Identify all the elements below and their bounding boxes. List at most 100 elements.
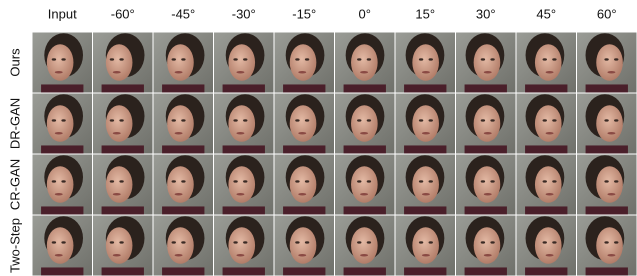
face: [290, 105, 317, 142]
mouth: [484, 71, 492, 73]
face-image: [456, 155, 516, 215]
mouth: [546, 254, 554, 256]
shoulders: [162, 84, 204, 92]
shoulders: [344, 267, 386, 275]
face: [47, 227, 74, 264]
row-label: DR-GAN: [7, 98, 22, 149]
shoulders: [223, 267, 265, 275]
shoulders: [162, 267, 204, 275]
face-image: [577, 155, 637, 215]
mouth: [484, 132, 492, 134]
eye: [181, 119, 185, 121]
mouth: [175, 71, 183, 73]
eye: [357, 58, 361, 60]
eye: [357, 241, 361, 243]
mouth: [236, 132, 244, 134]
eye: [305, 241, 309, 243]
face: [290, 166, 317, 203]
eye: [614, 119, 618, 121]
face-image: [577, 94, 637, 154]
eye: [110, 119, 114, 121]
mouth: [175, 193, 183, 195]
mouth: [55, 71, 63, 73]
eye: [429, 58, 433, 60]
eye: [419, 180, 423, 182]
mouth: [113, 132, 121, 134]
eye: [243, 119, 247, 121]
eye: [110, 241, 114, 243]
shoulders: [404, 84, 446, 92]
mouth: [175, 132, 183, 134]
face: [474, 44, 501, 81]
eye: [490, 119, 494, 121]
face-image: [456, 33, 516, 93]
face: [535, 166, 562, 203]
shoulders: [404, 145, 446, 153]
eye: [419, 58, 423, 60]
face-image: [335, 33, 395, 93]
eye: [543, 119, 547, 121]
shoulders: [404, 206, 446, 214]
column-header: -15°: [292, 6, 316, 21]
face-image: [517, 33, 577, 93]
face-image: [93, 216, 153, 276]
face: [535, 44, 562, 81]
face: [228, 105, 255, 142]
eye: [367, 180, 371, 182]
shoulders: [102, 206, 144, 214]
face: [474, 166, 501, 203]
mouth: [175, 254, 183, 256]
eye: [52, 180, 56, 182]
shoulders: [344, 145, 386, 153]
face-image: [275, 94, 335, 154]
eye: [61, 241, 65, 243]
face: [106, 105, 133, 142]
eye: [172, 180, 176, 182]
mouth: [298, 71, 306, 73]
eye: [543, 180, 547, 182]
shoulders: [283, 84, 325, 92]
face-image: [154, 155, 214, 215]
eye: [119, 58, 123, 60]
eye: [543, 58, 547, 60]
eye: [172, 241, 176, 243]
eye: [110, 58, 114, 60]
face: [228, 227, 255, 264]
eye: [305, 119, 309, 121]
face-image: [396, 33, 456, 93]
face: [228, 166, 255, 203]
shoulders: [162, 145, 204, 153]
eye: [490, 241, 494, 243]
mouth: [298, 193, 306, 195]
eye: [604, 119, 608, 121]
shoulders: [465, 84, 507, 92]
face-image: [396, 155, 456, 215]
face-image: [335, 216, 395, 276]
mouth: [236, 71, 244, 73]
face-image: [335, 94, 395, 154]
eye: [52, 241, 56, 243]
shoulders: [525, 206, 567, 214]
shoulders: [102, 84, 144, 92]
face-image: [93, 33, 153, 93]
face: [474, 227, 501, 264]
shoulders: [162, 206, 204, 214]
mouth: [607, 132, 615, 134]
face-image: [33, 33, 93, 93]
eye: [119, 241, 123, 243]
mouth: [360, 254, 368, 256]
face-image: [456, 94, 516, 154]
face: [412, 105, 439, 142]
shoulders: [586, 84, 628, 92]
mouth: [113, 254, 121, 256]
face: [167, 227, 194, 264]
face-image: [93, 155, 153, 215]
face: [106, 227, 133, 264]
eye: [429, 241, 433, 243]
mouth: [55, 193, 63, 195]
shoulders: [344, 206, 386, 214]
column-header: 15°: [415, 6, 435, 21]
face: [228, 44, 255, 81]
eye: [181, 58, 185, 60]
shoulders: [283, 206, 325, 214]
